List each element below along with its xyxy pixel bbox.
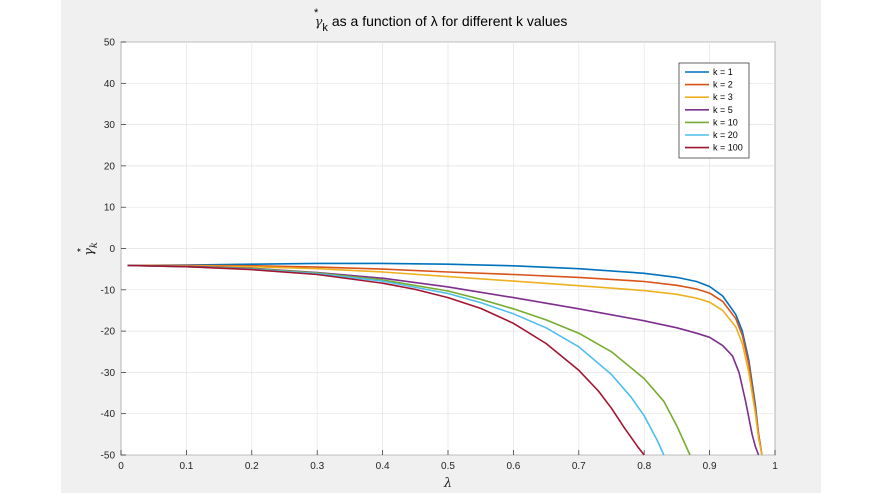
legend-entry: k = 2: [713, 80, 733, 90]
figure-window: γk as a function of λ for different k val…: [61, 0, 821, 493]
legend-entry: k = 10: [713, 117, 738, 127]
x-tick-label: 0.8: [637, 461, 651, 472]
y-tick-label: -40: [101, 409, 116, 420]
ylabel-gamma: γ: [82, 248, 97, 256]
y-tick-label: 40: [104, 79, 116, 90]
x-tick-label: 0.3: [310, 461, 324, 472]
legend-entry: k = 3: [713, 92, 733, 102]
x-tick-label: 0.9: [703, 461, 717, 472]
series-line-3: [127, 264, 763, 456]
chart-title: γk as a function of λ for different k val…: [315, 13, 568, 34]
x-tick-label: 0.2: [245, 461, 259, 472]
ylabel-subscript: k: [89, 242, 100, 248]
x-tick-label: 0.5: [441, 461, 455, 472]
y-tick-label: 30: [104, 120, 116, 131]
svg-text:γk: γk: [82, 242, 100, 256]
y-tick-label: 50: [104, 38, 116, 49]
x-tick-label: 0: [118, 461, 124, 472]
legend-entry: k = 5: [713, 105, 733, 115]
legend-entry: k = 1: [713, 67, 733, 77]
legend: k = 1 k = 2 k = 3 k = 5 k = 10 k = 20 k = 100: [678, 62, 750, 159]
chart: γk as a function of λ for different k val…: [76, 7, 779, 491]
series-line-2: [127, 264, 763, 456]
x-tick-label: 0.1: [179, 461, 193, 472]
x-tick-label: 0.7: [572, 461, 586, 472]
series-line-7: [127, 264, 645, 456]
series-lines: [127, 262, 763, 456]
series-line-1: [127, 262, 763, 456]
y-tick-label: 20: [104, 161, 116, 172]
ylabel-superscript: *: [76, 248, 87, 252]
x-tick-label: 0.4: [376, 461, 390, 472]
y-axis-label: γk *: [76, 242, 100, 256]
x-tick-label: 0.6: [506, 461, 520, 472]
y-tick-label: 10: [104, 203, 116, 214]
x-axis-label: λ: [443, 476, 452, 491]
y-tick-label: -20: [101, 327, 116, 338]
legend-entry: k = 100: [713, 143, 743, 153]
title-subscript: k: [322, 22, 328, 34]
y-tick-label: -50: [101, 451, 116, 462]
title-gamma: γ: [315, 15, 323, 30]
y-tick-label: -30: [101, 368, 116, 379]
title-superscript: *: [314, 7, 319, 19]
axis-ticks: 0 0.1 0.2 0.3 0.4 0.5 0.6 0.7 0.8 0.9 1 50 40 30 20 10 0…: [101, 38, 779, 473]
x-tick-label: 1: [772, 461, 778, 472]
y-tick-label: 0: [109, 244, 115, 255]
legend-entry: k = 20: [713, 130, 738, 140]
y-tick-label: -10: [101, 285, 116, 296]
title-text: as a function of λ for different k value…: [332, 13, 568, 29]
